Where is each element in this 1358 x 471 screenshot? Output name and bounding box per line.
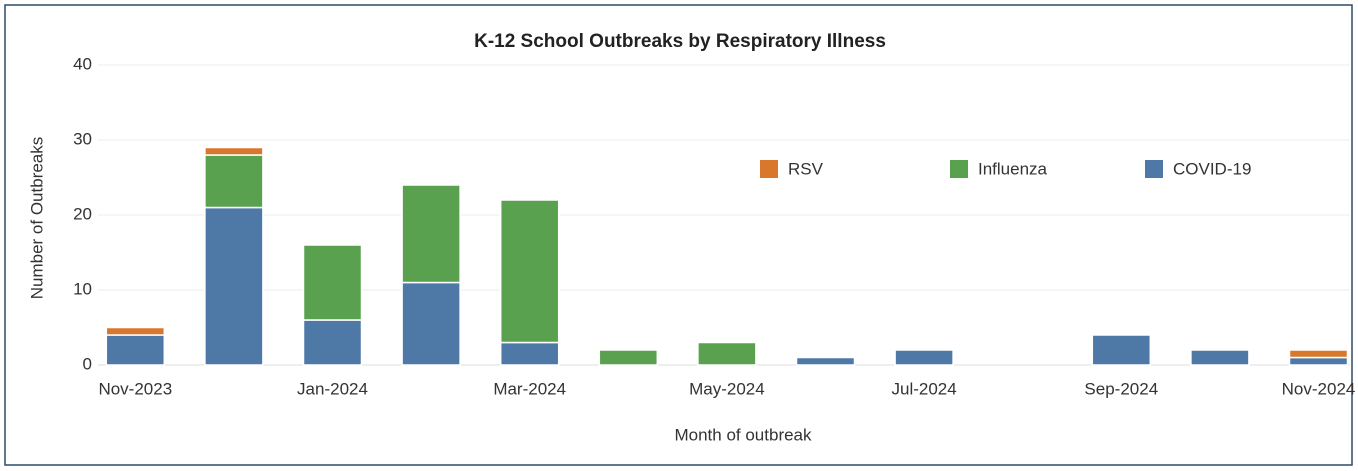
legend-swatch: [1145, 160, 1163, 178]
y-tick-label: 30: [73, 129, 92, 148]
y-tick-label: 40: [73, 54, 92, 73]
bar-segment: [401, 184, 461, 284]
bar-segment: [105, 326, 166, 336]
x-tick-label: Nov-2024: [1282, 379, 1356, 398]
bar-segment: [1288, 356, 1349, 366]
bar-segment: [302, 319, 363, 366]
bar-segment: [204, 146, 264, 156]
bar-segment: [204, 154, 264, 209]
legend-label: Influenza: [978, 159, 1048, 178]
y-tick-label: 10: [73, 279, 92, 298]
x-tick-label: May-2024: [689, 379, 765, 398]
bar-segment: [302, 244, 363, 321]
x-tick-label: Mar-2024: [493, 379, 566, 398]
x-axis-label: Month of outbreak: [674, 425, 812, 444]
bar-segment: [894, 349, 954, 366]
bar-segment: [401, 281, 461, 366]
bar-segment: [499, 199, 560, 344]
chart-title: K-12 School Outbreaks by Respiratory Ill…: [474, 31, 886, 52]
legend-swatch: [760, 160, 778, 178]
x-tick-label: Jul-2024: [891, 379, 956, 398]
legend-label: RSV: [788, 159, 824, 178]
x-tick-label: Sep-2024: [1084, 379, 1158, 398]
legend-label: COVID-19: [1173, 159, 1251, 178]
bar-segment: [105, 334, 166, 366]
y-tick-label: 20: [73, 204, 92, 223]
bar-segment: [1288, 349, 1349, 359]
y-tick-label: 0: [83, 354, 92, 373]
bar-segment: [598, 349, 659, 366]
bar-segment: [1190, 349, 1250, 366]
bar-segment: [499, 341, 560, 366]
y-axis-label: Number of Outbreaks: [27, 137, 46, 300]
bar-segment: [1091, 334, 1152, 366]
x-tick-label: Jan-2024: [297, 379, 368, 398]
bar-segment: [697, 341, 757, 366]
bar-segment: [204, 206, 264, 366]
legend-swatch: [950, 160, 968, 178]
x-tick-label: Nov-2023: [98, 379, 172, 398]
bar-segment: [795, 356, 856, 366]
